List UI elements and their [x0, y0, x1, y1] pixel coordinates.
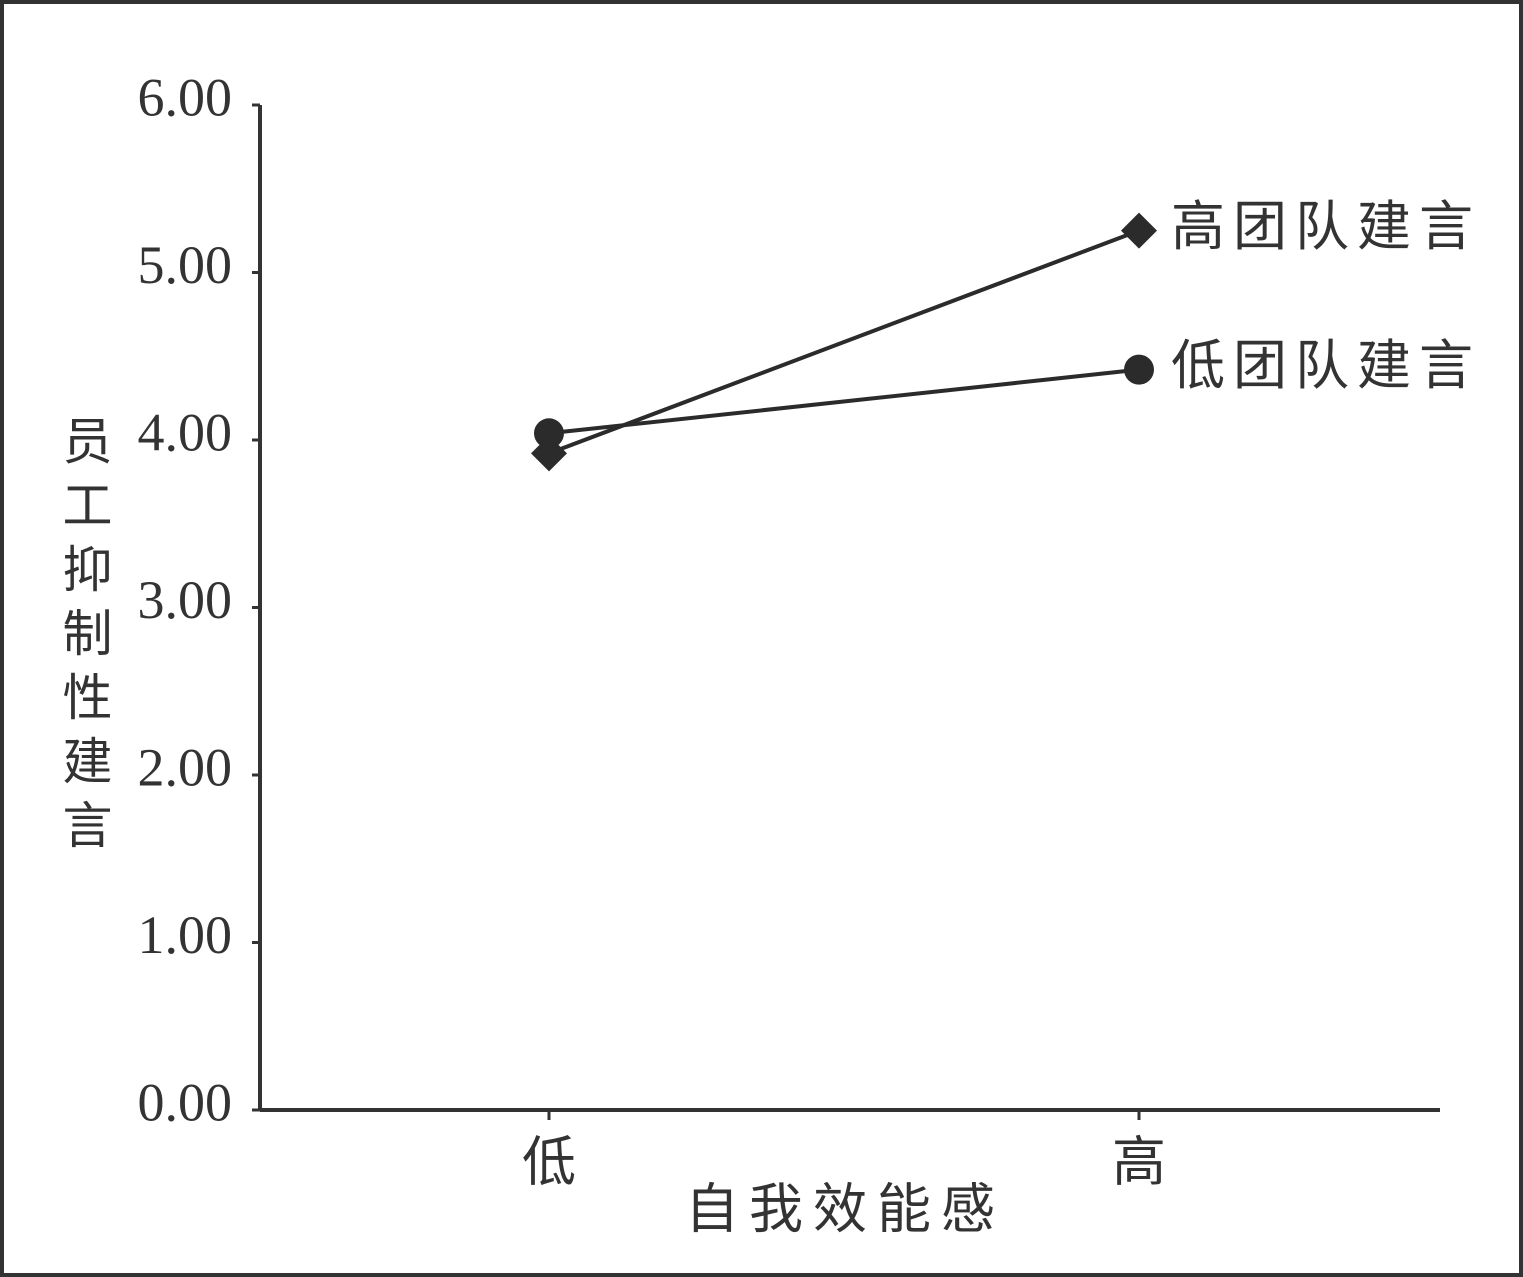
diamond-marker — [1121, 212, 1157, 249]
y-tick-label: 0.00 — [138, 1072, 233, 1132]
series-line — [548, 367, 1140, 436]
y-tick-label: 3.00 — [138, 570, 233, 630]
circle-marker — [1124, 354, 1154, 385]
y-tick-label: 6.00 — [138, 67, 233, 127]
y-axis-label: 员工抑制性建言 — [56, 415, 112, 863]
series-label: 高团队建言 — [1171, 197, 1481, 257]
series-line — [548, 228, 1140, 456]
x-axis-label: 自我效能感 — [685, 1179, 1005, 1239]
x-tick-label: 高 — [1112, 1132, 1166, 1192]
series-label: 低团队建言 — [1171, 336, 1481, 396]
circle-marker — [534, 418, 564, 449]
x-tick-label: 低 — [522, 1132, 576, 1192]
y-tick-label: 2.00 — [138, 737, 233, 797]
y-tick-label: 4.00 — [138, 402, 233, 462]
y-tick-label: 5.00 — [138, 235, 233, 295]
y-tick-label: 1.00 — [138, 905, 233, 965]
